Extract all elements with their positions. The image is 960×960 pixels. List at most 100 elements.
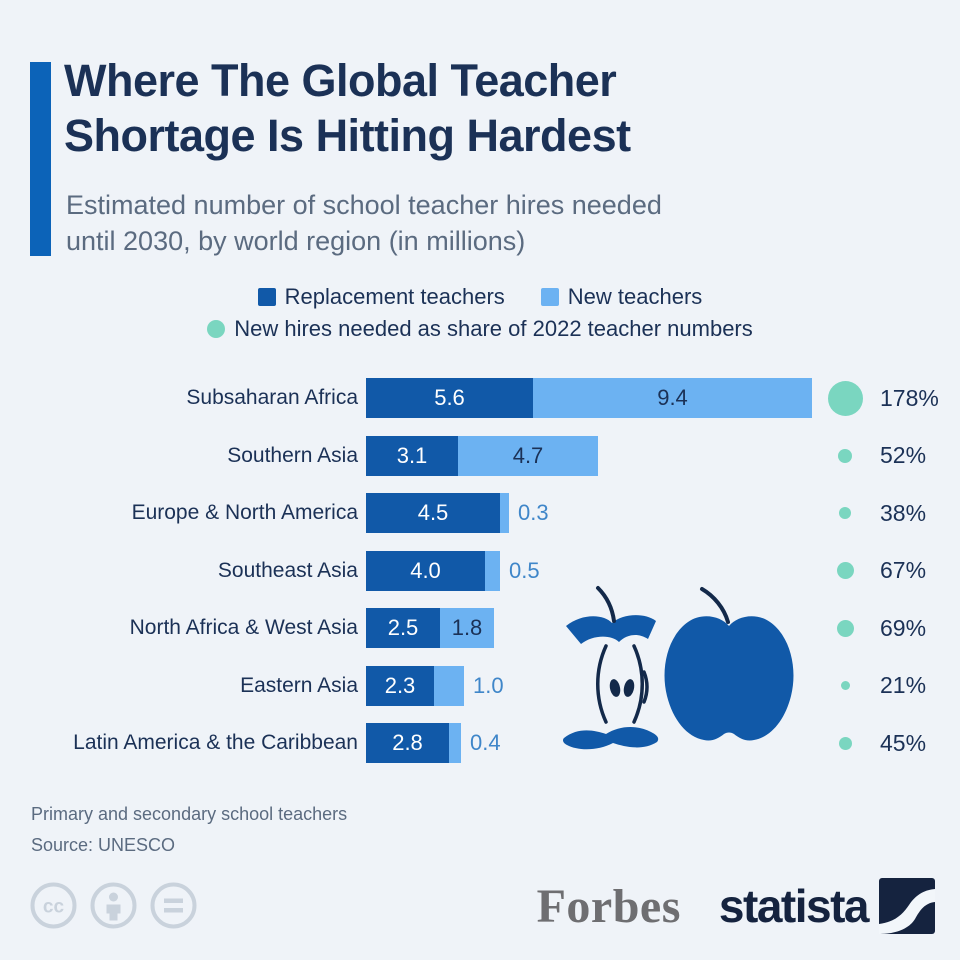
legend-row-1: Replacement teachers New teachers <box>0 283 960 311</box>
share-bubble-cell <box>812 380 878 416</box>
apple-core-cap <box>566 615 656 644</box>
apple-stem <box>700 587 730 624</box>
core-bite-arc <box>642 670 649 704</box>
category-label: Latin America & the Caribbean <box>73 731 358 754</box>
share-bubble <box>838 736 852 750</box>
apple-core-bottom <box>563 726 659 750</box>
replacement-bar-segment: 2.8 <box>366 723 449 763</box>
share-bubble-cell <box>812 736 878 750</box>
share-bubble-cell <box>812 507 878 519</box>
statista-logo-text: statista <box>718 880 870 932</box>
chart-row: Southeast Asia 4.0 0.5 67% <box>30 550 960 591</box>
svg-text:cc: cc <box>43 897 65 918</box>
legend-item-replacement: Replacement teachers <box>257 284 505 310</box>
bar-area: 5.6 9.4 <box>366 378 812 418</box>
new-teachers-bar-segment <box>500 493 509 533</box>
page-subtitle: Estimated number of school teacher hires… <box>66 188 662 259</box>
subtitle-line-1: Estimated number of school teacher hires… <box>66 190 662 220</box>
subtitle-line-2: until 2030, by world region (in millions… <box>66 225 526 256</box>
share-value: 52% <box>880 442 927 468</box>
legend-item-new: New teachers <box>540 284 703 310</box>
apple-seed-left <box>609 679 621 697</box>
title-accent-bar <box>30 62 51 256</box>
new-teachers-bar-segment <box>449 723 461 763</box>
statista-logo: statista <box>719 878 935 934</box>
share-value: 67% <box>880 557 927 583</box>
bar-area: 4.0 0.5 <box>366 550 812 591</box>
share-bubble <box>838 448 852 463</box>
chart-row: Latin America & the Caribbean 2.8 0.4 45% <box>30 723 960 763</box>
replacement-bar-segment: 2.3 <box>366 665 434 706</box>
statista-logo-icon <box>879 878 935 934</box>
share-bubble <box>840 681 850 690</box>
share-bubble <box>836 619 854 637</box>
title-line-1: Where The Global Teacher <box>64 55 617 106</box>
core-left-edge <box>596 644 608 724</box>
core-right-edge <box>632 644 644 724</box>
share-bubble-cell <box>812 562 878 579</box>
share-bubble <box>839 507 851 519</box>
new-teachers-value-label: 0.3 <box>518 500 549 525</box>
legend-label-replacement: Replacement teachers <box>284 284 505 309</box>
share-bubble-cell <box>812 681 878 690</box>
bar-area: 3.1 4.7 <box>366 435 812 476</box>
equal-icon <box>150 882 197 929</box>
share-bubble-cell <box>812 448 878 463</box>
new-teachers-bar-segment: 1.8 <box>440 608 494 648</box>
category-label: North Africa & West Asia <box>129 616 358 639</box>
bar-area: 4.5 0.3 <box>366 493 812 533</box>
share-value: 178% <box>880 384 939 411</box>
title-line-2: Shortage Is Hitting Hardest <box>64 109 631 161</box>
apple-illustration <box>563 586 794 750</box>
new-teachers-value-label: 1.0 <box>473 672 504 698</box>
whole-apple-body <box>664 616 794 741</box>
brand-logos: Forbes statista <box>537 878 935 934</box>
legend-row-2: New hires needed as share of 2022 teache… <box>0 315 960 343</box>
bar-area: 2.5 1.8 <box>366 608 812 648</box>
share-value: 21% <box>880 672 927 698</box>
chart-row: Eastern Asia 2.3 1.0 21% <box>30 665 960 706</box>
category-label: Subsaharan Africa <box>186 386 358 409</box>
category-label: Eastern Asia <box>240 673 358 697</box>
page-title: Where The Global Teacher Shortage Is Hit… <box>64 54 631 164</box>
legend-item-share: New hires needed as share of 2022 teache… <box>207 316 753 342</box>
new-teachers-bar-segment: 9.4 <box>533 378 812 418</box>
replacement-bar-segment: 4.0 <box>366 550 485 591</box>
cc-license-icons: cc <box>30 882 197 929</box>
footnote-source: Source: UNESCO <box>31 834 176 855</box>
share-bubble <box>827 380 863 416</box>
core-stem <box>596 586 616 623</box>
replacement-bar-segment: 3.1 <box>366 435 458 476</box>
new-teachers-bar-segment <box>434 665 464 706</box>
share-value: 69% <box>880 614 927 641</box>
new-teachers-bar-segment <box>485 550 500 591</box>
legend-label-new: New teachers <box>567 284 703 309</box>
new-teachers-value-label: 0.5 <box>509 557 540 583</box>
category-label: Europe & North America <box>131 501 358 524</box>
new-teachers-swatch-icon <box>540 288 559 306</box>
chart-row: Europe & North America 4.5 0.3 38% <box>30 493 960 533</box>
replacement-bar-segment: 2.5 <box>366 608 440 648</box>
category-label: Southeast Asia <box>217 558 358 582</box>
replacement-bar-segment: 5.6 <box>366 378 533 418</box>
share-value: 45% <box>880 729 927 756</box>
cc-icon: cc <box>30 882 77 929</box>
bar-area: 2.3 1.0 <box>366 665 812 706</box>
apple-seed-right <box>623 679 635 697</box>
legend-label-share: New hires needed as share of 2022 teache… <box>234 316 753 341</box>
footnotes: Primary and secondary school teachers So… <box>31 799 347 860</box>
new-teachers-value-label: 0.4 <box>470 730 501 755</box>
bar-chart: Subsaharan Africa 5.6 9.4 178% Southern Asia… <box>30 378 960 781</box>
chart-legend: Replacement teachers New teachers New hi… <box>0 283 960 343</box>
chart-row: Subsaharan Africa 5.6 9.4 178% <box>30 378 960 418</box>
chart-row: North Africa & West Asia 2.5 1.8 69% <box>30 608 960 648</box>
replacement-bar-segment: 4.5 <box>366 493 500 533</box>
forbes-logo: Forbes <box>536 879 681 933</box>
replacement-swatch-icon <box>257 288 276 306</box>
footnote-scope: Primary and secondary school teachers <box>31 804 348 824</box>
share-bubble <box>836 562 854 579</box>
share-value: 38% <box>880 499 927 526</box>
attribution-icon <box>90 882 137 929</box>
bar-area: 2.8 0.4 <box>366 723 812 763</box>
